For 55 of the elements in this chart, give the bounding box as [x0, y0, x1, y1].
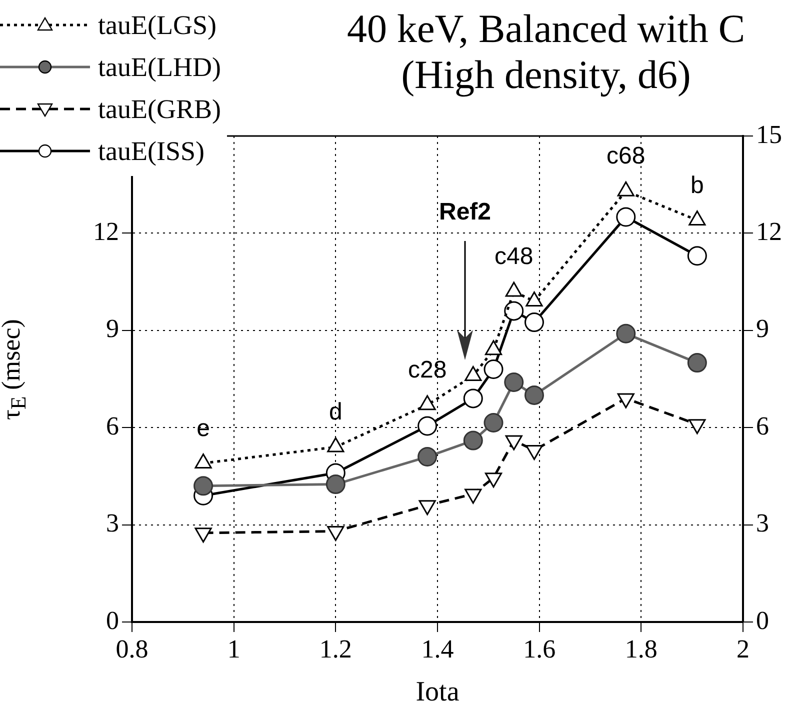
x-tick-label: 1.4 [421, 634, 454, 664]
y2-tick-label: 6 [756, 411, 769, 440]
point [504, 301, 524, 321]
y2-tick-label: 3 [756, 508, 769, 538]
x-tick-label: 1.6 [523, 634, 556, 664]
annotation: c68 [606, 142, 646, 170]
point [524, 385, 544, 405]
point [504, 372, 524, 392]
point [687, 353, 707, 373]
annotation: c28 [408, 356, 447, 384]
legend-label: tauE(GRB) [98, 94, 221, 124]
annotation: d [328, 398, 342, 426]
point [463, 388, 483, 408]
y-tick-label: 12 [93, 217, 119, 246]
point [505, 282, 522, 297]
point [524, 312, 544, 332]
x-tick-label: 1.8 [624, 634, 658, 664]
y2-tick-label: 0 [756, 606, 769, 635]
y-tick-label: 6 [106, 411, 119, 440]
point [194, 476, 214, 496]
y2-tick-label: 9 [756, 314, 769, 344]
chart-subtitle: (High density, d6) [400, 52, 692, 98]
x-tick-label: 1 [227, 634, 240, 664]
point [418, 500, 436, 516]
legend-label: tauE(LHD) [98, 52, 221, 82]
point [484, 412, 504, 432]
annotation: e [196, 414, 210, 442]
point [617, 181, 634, 196]
y-tick-label: 0 [106, 606, 119, 635]
x-tick-label: 0.8 [116, 634, 148, 664]
annotation: c48 [494, 243, 534, 270]
point [484, 340, 502, 356]
point [326, 474, 346, 494]
annotation: b [690, 172, 704, 199]
point [463, 430, 483, 450]
point [484, 360, 504, 380]
x-axis-title: Iota [416, 676, 460, 708]
point [194, 528, 212, 543]
y-tick-label: 3 [106, 508, 119, 538]
chart-title: 40 keV, Balanced with C [346, 6, 746, 52]
y2-tick-label: 15 [756, 120, 782, 149]
x-tick-label: 2 [736, 634, 750, 664]
point [327, 526, 344, 542]
x-tick-label: 1.2 [319, 634, 352, 664]
point [418, 416, 438, 436]
point [526, 291, 543, 306]
point [688, 210, 706, 226]
y-tick-label: 9 [106, 314, 119, 344]
point [418, 447, 438, 467]
point [464, 488, 482, 504]
annotation: Ref2 [438, 198, 492, 226]
point [616, 324, 636, 344]
y2-tick-label: 12 [756, 217, 782, 246]
legend-label: tauE(ISS) [98, 136, 204, 166]
legend-label: tauE(LGS) [98, 10, 216, 40]
